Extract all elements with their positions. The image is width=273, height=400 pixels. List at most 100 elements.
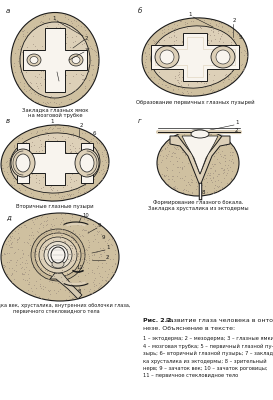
Point [93,138,98,144]
Point [74,240,79,246]
Point [96,239,100,246]
Point [60,245,64,252]
Point [55,148,59,154]
Point [9,167,13,173]
Point [73,27,77,33]
Point [45,75,49,81]
Point [71,39,75,46]
Point [9,160,13,166]
Point [28,54,32,60]
Point [159,171,164,178]
Point [41,184,46,190]
Point [35,172,39,178]
Point [41,13,45,20]
Point [31,41,35,47]
Point [39,185,43,192]
Point [67,256,72,262]
Point [53,156,58,163]
Point [58,232,63,238]
Point [82,83,87,89]
Point [39,285,43,291]
Point [95,48,99,55]
Point [41,222,45,228]
Point [81,72,86,78]
Point [54,36,59,42]
Point [58,274,63,280]
Point [70,284,74,290]
Point [205,172,209,178]
Point [23,88,28,94]
Point [17,54,22,61]
Point [162,73,167,80]
Point [75,68,79,74]
Point [83,227,87,233]
Point [10,160,14,166]
Point [217,136,221,143]
Point [165,167,169,173]
Point [171,56,175,62]
Point [78,232,82,239]
Point [180,164,184,171]
Point [44,156,48,162]
Point [221,78,226,85]
Point [229,41,233,47]
Point [226,28,230,34]
Point [65,191,69,197]
Point [222,83,226,89]
Point [209,131,213,137]
Point [239,48,243,55]
Point [86,164,90,171]
Point [57,57,62,64]
Point [77,265,81,272]
Point [188,44,192,51]
Point [32,257,37,264]
Point [37,180,41,187]
Point [199,154,204,160]
Point [12,182,16,189]
Point [187,180,191,187]
Point [75,257,79,264]
Point [182,57,186,63]
Point [52,96,56,102]
Point [50,184,54,191]
Point [205,138,209,144]
Point [53,29,57,35]
Point [182,53,186,59]
Point [167,63,172,69]
Point [163,146,167,152]
Point [172,75,177,81]
Point [55,280,60,286]
Point [189,40,194,47]
Text: а: а [6,8,10,14]
Point [196,51,200,57]
Point [69,184,73,190]
Point [21,153,25,160]
Point [49,86,54,92]
Point [74,144,78,150]
Point [5,175,10,182]
Point [67,80,72,86]
Point [61,256,66,262]
Point [51,229,55,236]
Point [55,242,59,249]
Point [11,143,16,149]
Point [69,156,74,163]
Point [44,129,48,136]
Point [35,66,39,72]
Point [38,270,42,276]
Point [54,135,59,141]
Point [87,260,91,266]
Point [101,153,105,159]
Point [182,29,186,35]
Point [53,270,57,276]
Point [213,142,218,148]
Point [173,75,177,81]
Point [57,24,62,30]
Point [85,166,90,173]
Point [46,228,51,234]
Point [88,146,93,152]
Point [74,148,78,155]
Point [108,275,112,281]
Point [183,152,188,158]
Point [62,180,66,186]
